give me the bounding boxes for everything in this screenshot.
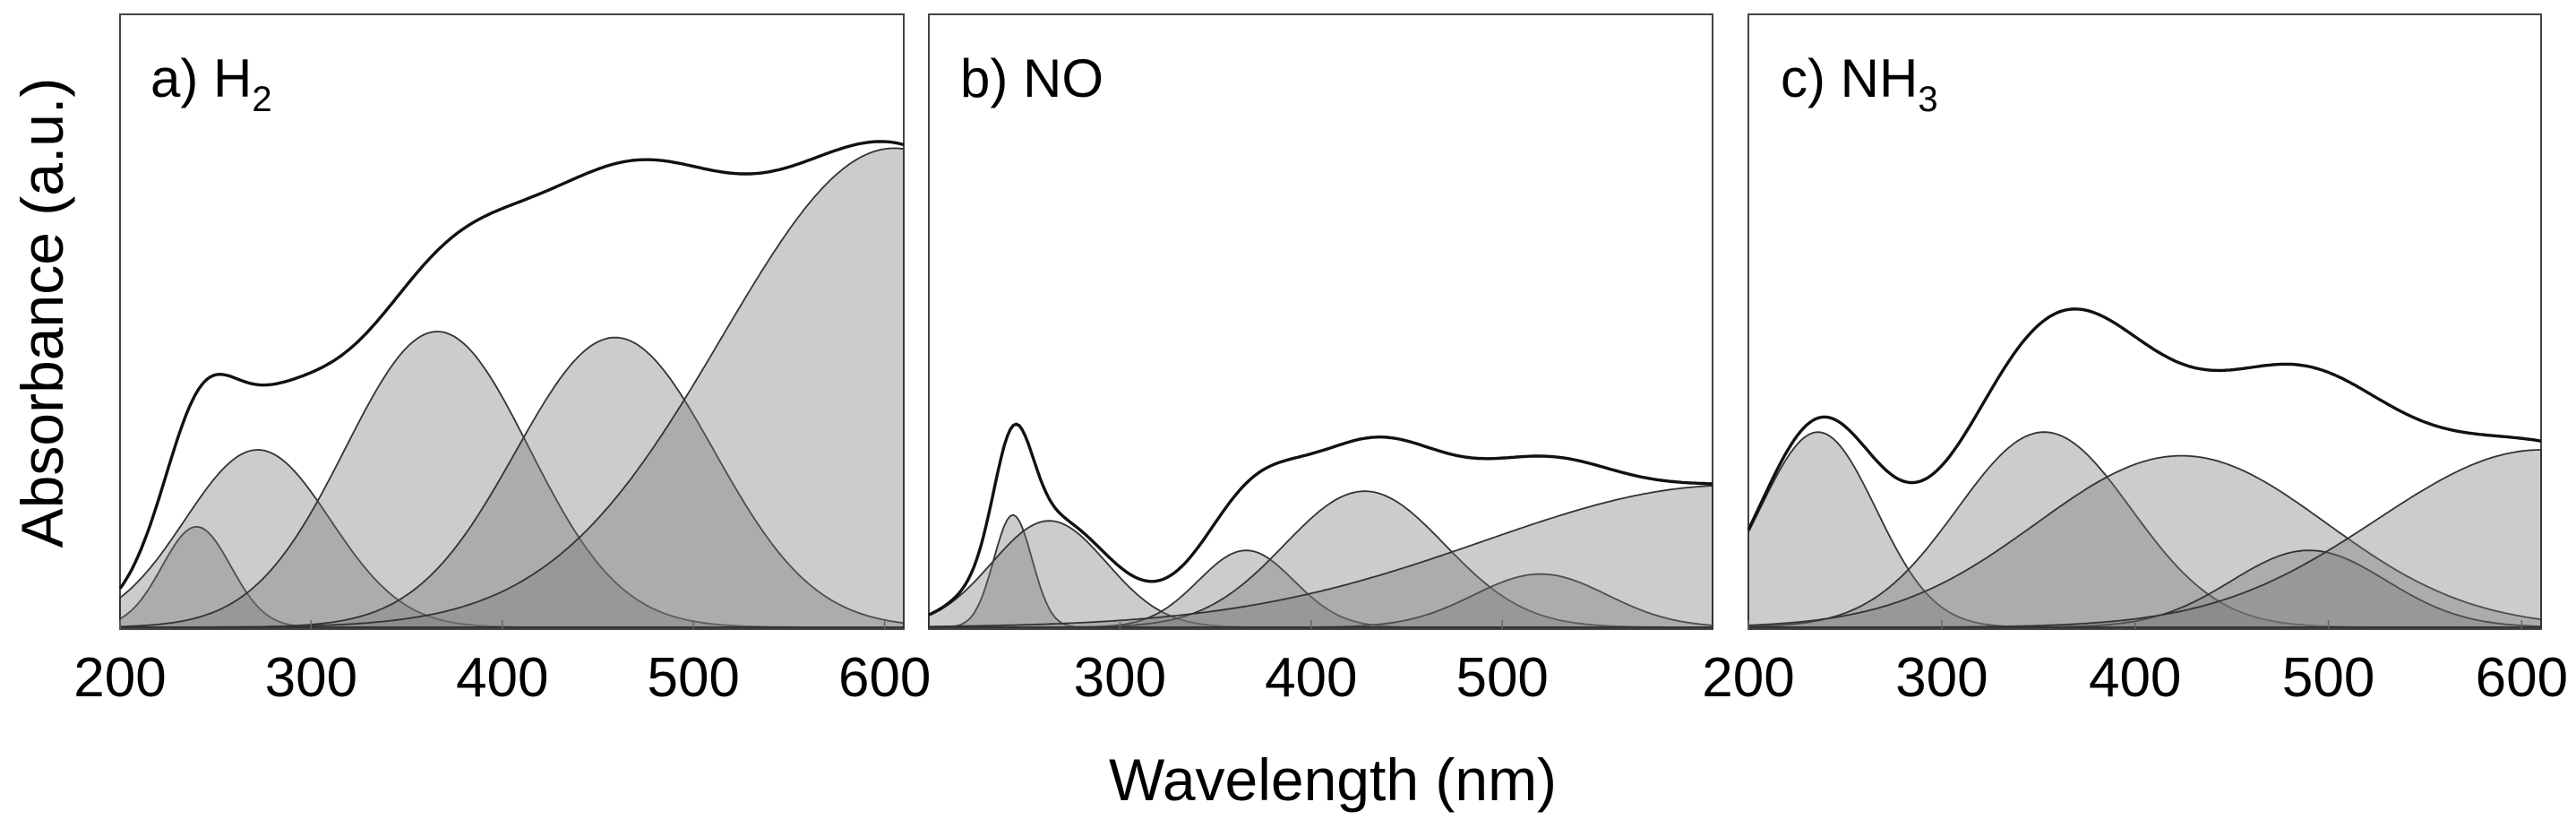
panel-c-envelope [1747, 307, 2542, 530]
panel-c-component-3 [1747, 454, 2542, 628]
x-axis-title: Wavelength (nm) [1109, 746, 1557, 813]
panel-a-label: a) H2 [150, 48, 272, 119]
panel-c-tick-label-500: 500 [2282, 647, 2374, 709]
panel-b-frame [928, 13, 1713, 630]
panel-c-tick-label-400: 400 [2089, 647, 2181, 709]
panel-b: b) NO 300 400 500 [928, 13, 1713, 709]
panel-a-plot: 200 300 400 500 600 [73, 140, 931, 709]
panel-c-tick-label-600: 600 [2476, 647, 2568, 709]
panel-c-tick-label-200: 200 [1702, 647, 1794, 709]
panel-a-component-5 [120, 147, 905, 628]
panel-a-tick-label-400: 400 [456, 647, 548, 709]
panel-b-plot: 300 400 500 [928, 422, 1713, 709]
panel-b-tick-label-300: 300 [1074, 647, 1166, 709]
panel-c-component-5 [1748, 449, 2542, 628]
panel-b-tick-label-500: 500 [1455, 647, 1548, 709]
panel-a-tick-label-200: 200 [73, 647, 166, 709]
panel-c-label: c) NH3 [1781, 48, 1938, 119]
panel-a-tick-label-600: 600 [838, 647, 931, 709]
panel-b-envelope [928, 422, 1713, 617]
panel-c-tick-label-300: 300 [1895, 647, 1988, 709]
y-axis-title: Absorbance (a.u.) [9, 78, 75, 548]
panel-a-envelope [118, 140, 905, 590]
panel-b-tick-label-400: 400 [1265, 647, 1357, 709]
panel-a: a) H2 200 300 400 500 600 [73, 13, 931, 709]
panel-b-label: b) NO [960, 48, 1103, 108]
panel-a-tick-label-500: 500 [647, 647, 739, 709]
panel-c-frame [1747, 13, 2542, 630]
panel-c: c) NH3 200 300 400 500 600 [1702, 13, 2568, 709]
panel-a-tick-label-300: 300 [265, 647, 357, 709]
panel-b-component-6 [928, 485, 1713, 628]
panel-c-plot: 200 300 400 500 600 [1702, 307, 2568, 709]
